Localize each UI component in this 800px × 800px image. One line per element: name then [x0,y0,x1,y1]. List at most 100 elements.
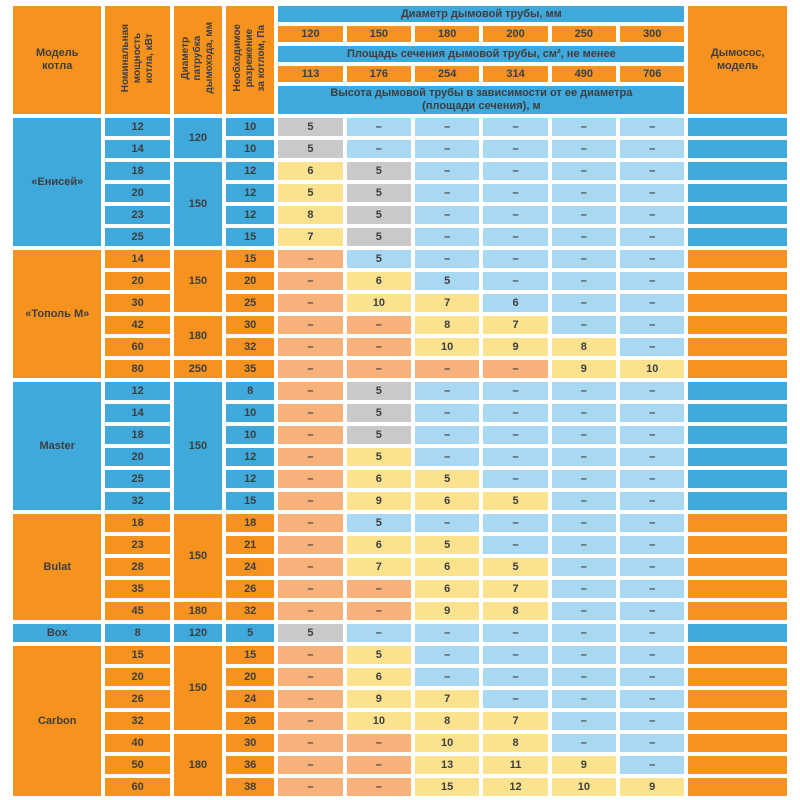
power-cell: 20 [105,184,170,202]
duct-cell: 150 [173,514,223,598]
height-dash-cell: – [551,492,617,510]
header-row-diameters: 120 150 180 200 250 300 [13,26,787,42]
height-dash-cell: – [620,140,685,158]
duct-cell: 120 [173,624,223,642]
height-value-cell: 6 [346,470,411,488]
draft-cell: 12 [226,184,275,202]
draft-cell: 25 [226,294,275,312]
height-dash-cell: – [551,184,617,202]
height-value-cell: 7 [278,228,343,246]
height-dash-cell: – [346,756,411,774]
height-dash-cell: – [620,206,685,224]
area-value-cell: 314 [483,66,548,82]
header-row: Модель котла Номинальная мощность котла, … [13,6,787,114]
height-dash-cell: – [278,382,343,400]
height-dash-cell: – [551,206,617,224]
height-dash-cell: – [278,734,343,752]
duct-cell: 150 [173,162,223,246]
table-row: 42 180 30– –8 7– – [13,316,787,356]
table-row: 45 180 32– –9 8– – [13,602,787,620]
height-value-cell: 8 [483,602,548,620]
height-dash-cell: – [415,624,480,642]
fan-cell [688,206,787,224]
fan-cell [688,184,787,202]
height-dash-cell: – [278,558,343,576]
fan-cell [688,294,787,312]
fan-cell [688,316,787,334]
height-value-cell: 6 [346,272,411,290]
header-fan: Дымосос, модель [688,6,787,114]
height-dash-cell: – [620,162,685,180]
table-row: 50 36– –13 11 9– [13,756,787,774]
height-value-cell: 5 [415,536,480,554]
draft-cell: 38 [226,778,275,796]
height-dash-cell: – [278,404,343,422]
fan-cell [688,382,787,400]
height-dash-cell: – [483,448,548,466]
table-row: 23 21–6 5– – – [13,536,787,554]
height-dash-cell: – [620,448,685,466]
header-duct-diameter-label: Диаметр патрубка дымохода, мм [179,22,215,94]
height-value-cell: 5 [278,624,343,642]
power-cell: 14 [105,250,170,268]
height-dash-cell: – [278,470,343,488]
diameter-value-cell: 200 [483,26,548,42]
height-dash-cell: – [483,514,548,532]
draft-cell: 20 [226,668,275,686]
fan-cell [688,492,787,510]
height-dash-cell: – [278,580,343,598]
table-row: 20 12 5 5– – – – [13,184,787,202]
height-value-cell: 6 [415,492,480,510]
draft-cell: 10 [226,404,275,422]
height-dash-cell: – [278,250,343,268]
draft-cell: 21 [226,536,275,554]
fan-cell [688,712,787,730]
height-dash-cell: – [620,734,685,752]
fan-cell [688,580,787,598]
duct-cell: 150 [173,382,223,510]
height-dash-cell: – [278,316,343,334]
height-dash-cell: – [415,360,480,378]
power-cell: 23 [105,206,170,224]
power-cell: 25 [105,228,170,246]
height-dash-cell: – [415,250,480,268]
height-dash-cell: – [551,448,617,466]
height-dash-cell: – [278,448,343,466]
table-row: 23 12 8 5– – – – [13,206,787,224]
fan-cell [688,756,787,774]
height-dash-cell: – [278,360,343,378]
table-row: 28 24–7 6 5– – [13,558,787,576]
power-cell: 8 [105,624,170,642]
area-value-cell: 113 [278,66,343,82]
fan-cell [688,624,787,642]
table-row: «Енисей» 12 120 10 5– – – – – [13,118,787,246]
height-dash-cell: – [483,382,548,400]
power-cell: 12 [105,382,170,400]
height-dash-cell: – [551,404,617,422]
fan-cell [688,162,787,180]
height-value-cell: 5 [346,426,411,444]
height-value-cell: 6 [278,162,343,180]
height-dash-cell: – [278,756,343,774]
fan-cell [688,426,787,444]
height-dash-cell: – [551,514,617,532]
header-nominal-power-label: Номинальная мощность котла, кВт [119,24,155,93]
draft-cell: 12 [226,470,275,488]
draft-cell: 15 [226,646,275,664]
height-dash-cell: – [346,778,411,796]
header-nominal-power: Номинальная мощность котла, кВт [105,6,170,114]
height-dash-cell: – [620,492,685,510]
power-cell: 30 [105,294,170,312]
model-cell: Carbon [13,646,102,796]
height-value-cell: 7 [415,294,480,312]
power-cell: 23 [105,536,170,554]
height-dash-cell: – [483,668,548,686]
chimney-spec-table: Модель котла Номинальная мощность котла, … [9,2,791,800]
table-row: 20 20–6 5– – – [13,272,787,290]
height-dash-cell: – [278,492,343,510]
power-cell: 18 [105,162,170,180]
height-value-cell: 7 [415,690,480,708]
height-dash-cell: – [415,404,480,422]
height-dash-cell: – [346,316,411,334]
header-height-band: Высота дымовой трубы в зависимости от ее… [278,86,685,114]
